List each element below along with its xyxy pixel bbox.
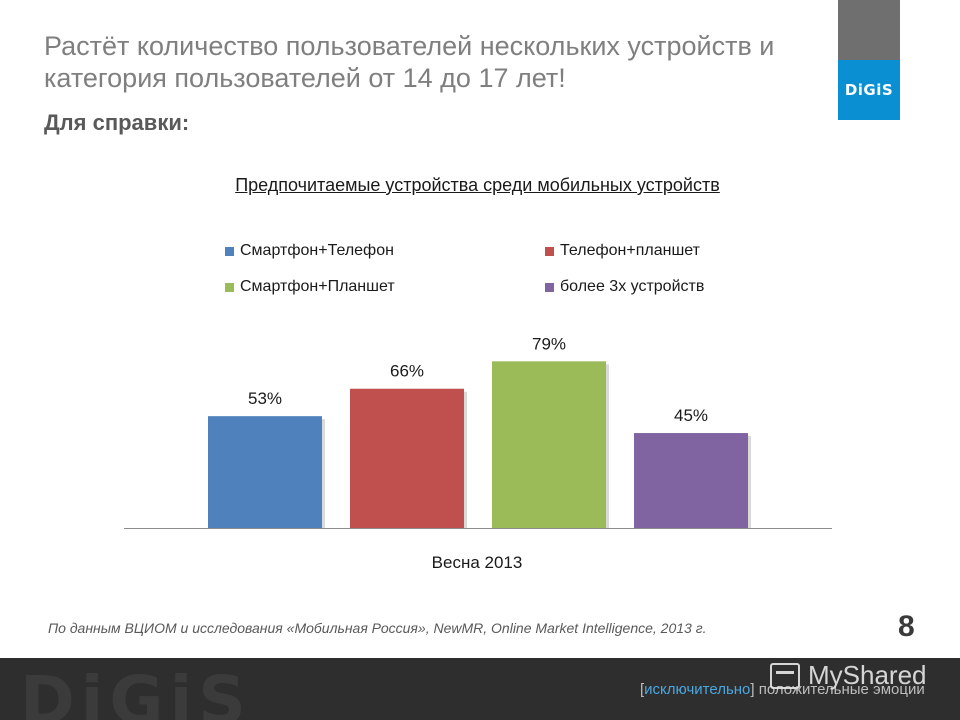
- digis-logo: DiGiS: [838, 60, 900, 120]
- watermark-text: MyShared: [808, 660, 927, 690]
- footer-brand: DiGiS: [20, 662, 252, 720]
- bar-three-plus-devices: [634, 433, 748, 528]
- legend-label: Смартфон+Телефон: [240, 242, 394, 259]
- legend-label: Телефон+планшет: [560, 242, 700, 259]
- legend-swatch: [225, 246, 234, 256]
- category-label: Весна 2013: [432, 553, 523, 572]
- slogan-bracket-open: [: [640, 681, 645, 698]
- legend-swatch: [225, 282, 234, 292]
- bar-smartphone-phone: [208, 416, 322, 528]
- watermark: MyShared: [770, 660, 927, 691]
- footer-band: DiGiS [исключительно] положительные эмоц…: [0, 658, 960, 720]
- legend-swatch: [545, 282, 554, 292]
- slogan-rest: положительные эмоции: [754, 681, 925, 698]
- bar-phone-tablet: [350, 388, 464, 528]
- data-label: 53%: [248, 389, 282, 408]
- legend-item-smartphone-tablet: Смартфон+Планшет: [225, 278, 395, 296]
- header-accent-strip: [838, 0, 900, 60]
- page-number: 8: [898, 610, 915, 643]
- slogan-highlight: исключительно: [644, 681, 751, 698]
- slide-subtitle: Для справки:: [44, 110, 190, 135]
- presentation-icon: [770, 662, 800, 689]
- slogan-bracket-close: ]: [750, 681, 755, 698]
- footer-slogan: [исключительно] положительные эмоции: [640, 681, 925, 698]
- legend-swatch: [545, 246, 554, 256]
- legend-item-three-plus-devices: более 3х устройств: [545, 278, 704, 296]
- slide-title: Растёт количество пользователей нескольк…: [44, 31, 775, 93]
- bar-chart: 53% 66% 79% 45% Весна 2013: [124, 334, 832, 572]
- chart-legend: Смартфон+Телефон Телефон+планшет Смартфо…: [225, 240, 785, 304]
- bar-smartphone-tablet: [492, 361, 606, 528]
- legend-label: более 3х устройств: [560, 278, 705, 295]
- legend-item-smartphone-phone: Смартфон+Телефон: [225, 242, 394, 260]
- legend-label: Смартфон+Планшет: [240, 278, 395, 295]
- source-note: По данным ВЦИОМ и исследования «Мобильна…: [48, 620, 707, 636]
- data-label: 45%: [674, 406, 708, 425]
- data-label: 66%: [390, 362, 424, 381]
- logo-text: DiGiS: [844, 81, 894, 99]
- legend-item-phone-tablet: Телефон+планшет: [545, 242, 700, 260]
- data-label: 79%: [532, 334, 566, 353]
- chart-title: Предпочитаемые устройства среди мобильны…: [235, 175, 720, 195]
